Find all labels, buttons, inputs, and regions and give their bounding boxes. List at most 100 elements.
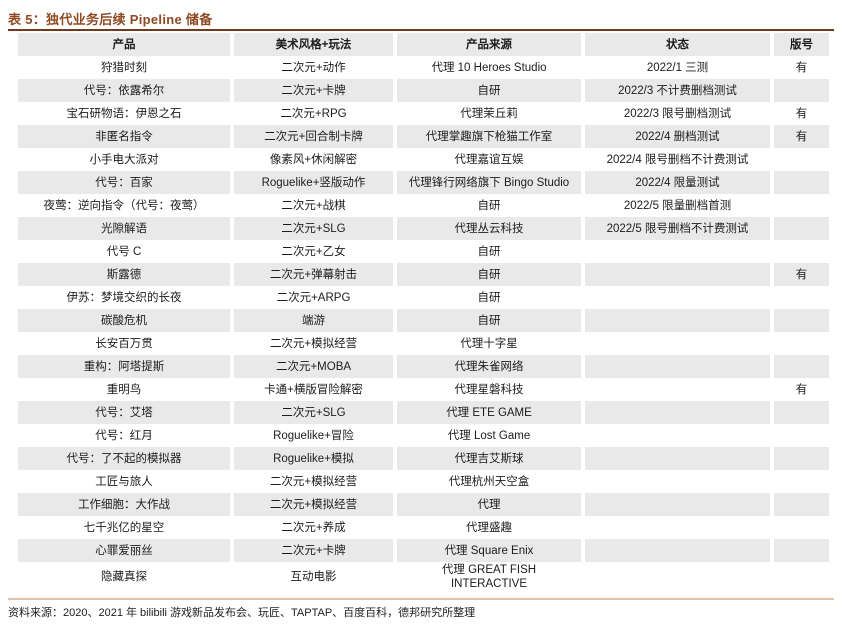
table-row: 代号：了不起的模拟器 Roguelike+模拟 代理吉艾斯球 — [18, 447, 833, 470]
table-cell: Roguelike+冒险 — [234, 424, 393, 447]
table-cell: 2022/4 删档测试 — [585, 125, 770, 148]
table-cell: 心罪爱丽丝 — [18, 539, 230, 562]
table-cell: 二次元+模拟经营 — [234, 493, 393, 516]
table-cell: 代理 — [397, 493, 581, 516]
table-cell — [774, 447, 829, 470]
table-cell — [774, 194, 829, 217]
table-cell: 非匿名指令 — [18, 125, 230, 148]
table-cell — [585, 447, 770, 470]
table-cell: 代理 10 Heroes Studio — [397, 56, 581, 79]
table-cell: 二次元+模拟经营 — [234, 332, 393, 355]
title-rule — [8, 29, 834, 31]
table-row: 夜莺：逆向指令（代号：夜莺） 二次元+战棋 自研 2022/5 限量删档首测 — [18, 194, 833, 217]
table-cell — [774, 539, 829, 562]
table-title: 表 5：独代业务后续 Pipeline 储备 — [8, 12, 213, 27]
table-cell: 代理吉艾斯球 — [397, 447, 581, 470]
table-cell: 代理嘉谊互娱 — [397, 148, 581, 171]
table-cell: 2022/3 不计费删档测试 — [585, 79, 770, 102]
table-cell: 工匠与旅人 — [18, 470, 230, 493]
table-cell — [585, 286, 770, 309]
table-cell — [774, 286, 829, 309]
table-cell: 碳酸危机 — [18, 309, 230, 332]
table-cell — [585, 401, 770, 424]
table-cell: 自研 — [397, 240, 581, 263]
table-row: 光隙解语 二次元+SLG 代理丛云科技 2022/5 限号删档不计费测试 — [18, 217, 833, 240]
table-cell: Roguelike+模拟 — [234, 447, 393, 470]
table-cell: 光隙解语 — [18, 217, 230, 240]
table-cell: 像素风+休闲解密 — [234, 148, 393, 171]
table-cell: 自研 — [397, 309, 581, 332]
table-row: 宝石研物语：伊恩之石 二次元+RPG 代理茉丘莉 2022/3 限号删档测试有 — [18, 102, 833, 125]
bottom-rule — [8, 598, 834, 600]
table-cell: 二次元+战棋 — [234, 194, 393, 217]
table-row: 七千兆亿的星空 二次元+养成 代理盛趣 — [18, 516, 833, 539]
table-cell: 二次元+卡牌 — [234, 79, 393, 102]
table-cell: 代理 GREAT FISH INTERACTIVE — [397, 562, 581, 592]
table-cell: 斯露德 — [18, 263, 230, 286]
table-cell: 狩猎时刻 — [18, 56, 230, 79]
column-header: 产品 — [18, 33, 230, 56]
table-cell: 伊苏：梦境交织的长夜 — [18, 286, 230, 309]
table-cell: 七千兆亿的星空 — [18, 516, 230, 539]
table-row: 代号：依露希尔 二次元+卡牌 自研 2022/3 不计费删档测试 — [18, 79, 833, 102]
table-cell: 2022/1 三测 — [585, 56, 770, 79]
table-cell — [585, 539, 770, 562]
table-cell: 自研 — [397, 263, 581, 286]
table-cell: 代理 Square Enix — [397, 539, 581, 562]
table-row: 狩猎时刻 二次元+动作 代理 10 Heroes Studio 2022/1 三测有 — [18, 56, 833, 79]
table-cell: 代理茉丘莉 — [397, 102, 581, 125]
table-cell: 2022/5 限量删档首测 — [585, 194, 770, 217]
table-cell — [585, 562, 770, 592]
table-cell: 有 — [774, 378, 829, 401]
table-cell: Roguelike+竖版动作 — [234, 171, 393, 194]
table-cell — [585, 263, 770, 286]
table-cell: 互动电影 — [234, 562, 393, 592]
table-cell — [774, 355, 829, 378]
table-cell — [585, 424, 770, 447]
table-cell: 代理杭州天空盒 — [397, 470, 581, 493]
table-cell: 二次元+回合制卡牌 — [234, 125, 393, 148]
source-note: 资料来源：2020、2021 年 bilibili 游戏新品发布会、玩匠、TAP… — [8, 607, 476, 619]
table-cell: 二次元+ARPG — [234, 286, 393, 309]
table-cell: 代理 Lost Game — [397, 424, 581, 447]
table-cell: 长安百万贯 — [18, 332, 230, 355]
table-cell: 代理朱雀网络 — [397, 355, 581, 378]
table-row: 代号：红月 Roguelike+冒险 代理 Lost Game — [18, 424, 833, 447]
table-cell: 有 — [774, 102, 829, 125]
table-cell — [774, 240, 829, 263]
table-row: 斯露德 二次元+弹幕射击 自研 有 — [18, 263, 833, 286]
table-cell: 二次元+RPG — [234, 102, 393, 125]
table-cell — [585, 516, 770, 539]
table-row: 工作细胞：大作战 二次元+模拟经营 代理 — [18, 493, 833, 516]
table-cell: 代号 C — [18, 240, 230, 263]
table-cell — [774, 470, 829, 493]
table-row: 工匠与旅人 二次元+模拟经营 代理杭州天空盒 — [18, 470, 833, 493]
table-cell: 代号：艾塔 — [18, 401, 230, 424]
table-row: 代号：艾塔 二次元+SLG 代理 ETE GAME — [18, 401, 833, 424]
table-cell — [774, 148, 829, 171]
table-cell: 自研 — [397, 79, 581, 102]
table-cell — [774, 424, 829, 447]
table-cell — [774, 217, 829, 240]
table-cell: 代理 ETE GAME — [397, 401, 581, 424]
table-cell: 代理丛云科技 — [397, 217, 581, 240]
table-cell: 端游 — [234, 309, 393, 332]
table-cell: 2022/4 限量测试 — [585, 171, 770, 194]
table-cell: 2022/5 限号删档不计费测试 — [585, 217, 770, 240]
table-cell: 2022/3 限号删档测试 — [585, 102, 770, 125]
table-cell: 有 — [774, 56, 829, 79]
table-cell: 2022/4 限号删档不计费测试 — [585, 148, 770, 171]
table-cell: 工作细胞：大作战 — [18, 493, 230, 516]
table-cell: 有 — [774, 263, 829, 286]
column-header: 产品来源 — [397, 33, 581, 56]
table-cell: 代理掌趣旗下枪猫工作室 — [397, 125, 581, 148]
table-cell: 自研 — [397, 286, 581, 309]
table-row: 代号 C 二次元+乙女 自研 — [18, 240, 833, 263]
table-cell — [774, 309, 829, 332]
table-cell: 小手电大派对 — [18, 148, 230, 171]
table-cell: 二次元+动作 — [234, 56, 393, 79]
table-cell — [585, 240, 770, 263]
table-row: 伊苏：梦境交织的长夜 二次元+ARPG 自研 — [18, 286, 833, 309]
table-cell — [774, 332, 829, 355]
